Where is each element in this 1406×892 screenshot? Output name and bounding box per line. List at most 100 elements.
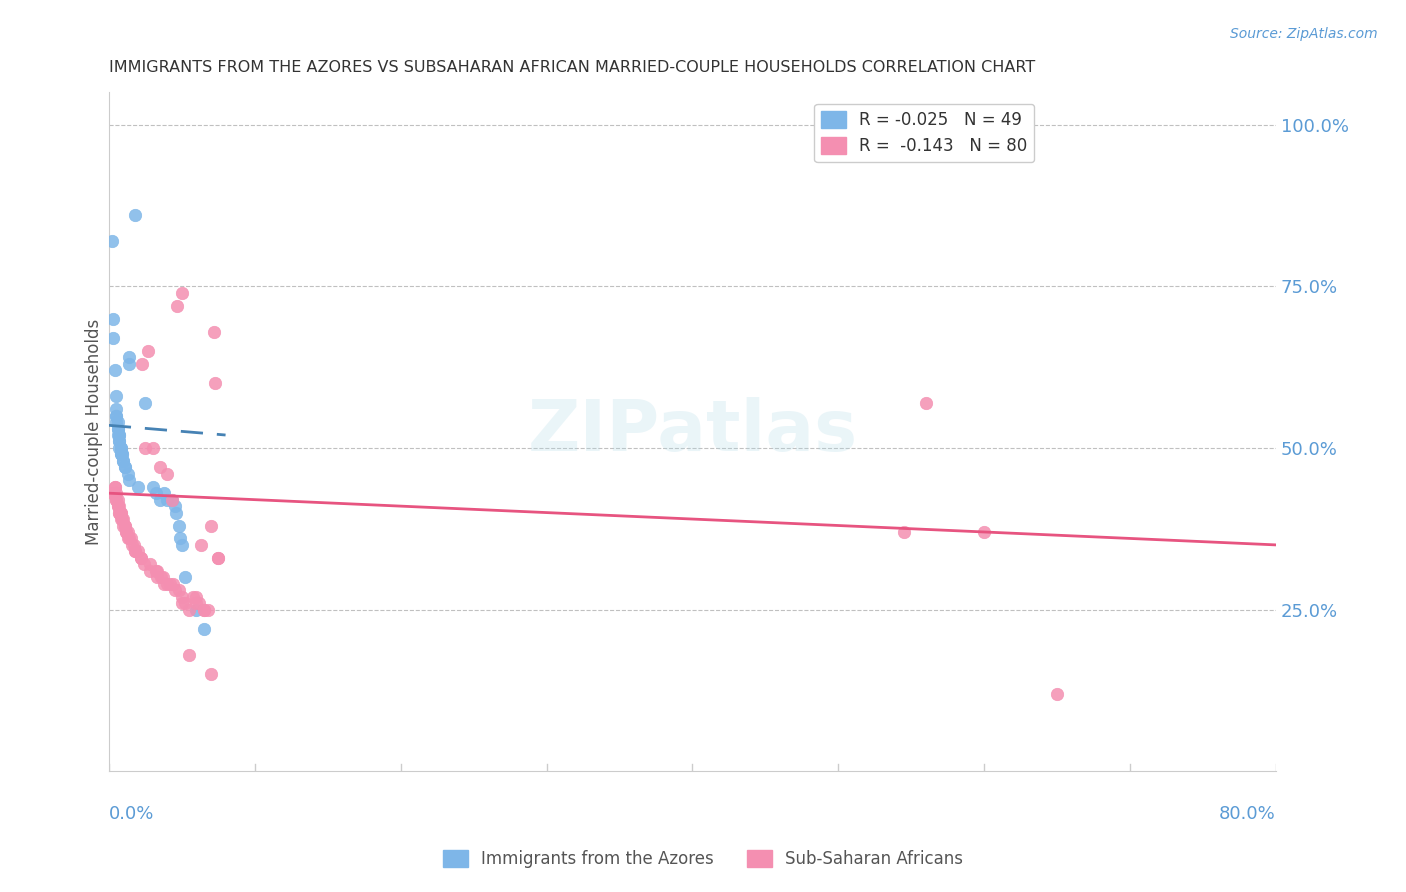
Point [114,518,136,533]
Point [105,409,128,423]
Point [105,402,128,417]
Point [105,415,128,429]
Point [104,480,127,494]
Point [207,550,229,565]
Point [105,486,128,500]
Point [186,602,208,616]
Point [153,486,176,500]
Point [146,564,169,578]
Point [111,447,134,461]
Point [202,325,225,339]
Point [110,447,132,461]
Point [183,590,205,604]
Point [112,454,135,468]
Point [108,506,131,520]
Point [105,492,128,507]
Point [111,512,134,526]
Point [105,409,128,423]
Point [156,467,179,481]
Text: 80.0%: 80.0% [1219,805,1277,823]
Point [124,544,146,558]
Point [134,441,156,455]
Point [165,506,187,520]
Point [118,532,141,546]
Point [138,558,160,572]
Point [1046,687,1069,701]
Point [207,550,229,565]
Point [107,492,129,507]
Point [200,518,222,533]
Point [186,590,208,604]
Point [134,395,156,409]
Point [162,576,184,591]
Point [108,428,131,442]
Point [110,441,132,455]
Point [160,492,183,507]
Point [110,441,132,455]
Point [127,544,149,558]
Point [100,486,122,500]
Point [204,376,226,391]
Point [110,512,132,526]
Point [146,570,169,584]
Point [170,590,193,604]
Point [167,583,190,598]
Point [104,363,127,377]
Text: IMMIGRANTS FROM THE AZORES VS SUBSAHARAN AFRICAN MARRIED-COUPLE HOUSEHOLDS CORRE: IMMIGRANTS FROM THE AZORES VS SUBSAHARAN… [108,60,1035,75]
Point [114,518,136,533]
Text: ZIPatlas: ZIPatlas [527,397,858,467]
Point [145,486,167,500]
Legend: R = -0.025   N = 49, R =  -0.143   N = 80: R = -0.025 N = 49, R = -0.143 N = 80 [814,104,1035,162]
Point [149,460,172,475]
Point [103,486,125,500]
Point [893,524,915,539]
Point [170,538,193,552]
Point [112,512,135,526]
Point [142,480,165,494]
Point [170,596,193,610]
Point [115,524,138,539]
Point [973,524,995,539]
Point [117,532,139,546]
Point [167,518,190,533]
Point [177,602,200,616]
Point [193,602,215,616]
Point [108,441,131,455]
Point [163,583,186,598]
Point [107,421,129,435]
Point [136,343,159,358]
Point [159,576,181,591]
Point [107,415,129,429]
Point [122,538,145,552]
Point [105,492,128,507]
Point [108,506,131,520]
Point [117,467,139,481]
Point [163,499,186,513]
Point [105,389,128,403]
Point [107,428,129,442]
Legend: Immigrants from the Azores, Sub-Saharan Africans: Immigrants from the Azores, Sub-Saharan … [436,843,970,875]
Point [153,576,176,591]
Point [193,622,215,636]
Point [124,544,146,558]
Point [186,596,208,610]
Y-axis label: Married-couple Households: Married-couple Households [86,318,103,545]
Point [193,602,215,616]
Point [177,648,200,662]
Point [108,434,131,449]
Point [100,234,122,248]
Point [114,460,136,475]
Point [104,480,127,494]
Point [150,570,173,584]
Point [188,596,211,610]
Point [190,538,212,552]
Point [111,447,134,461]
Point [152,570,174,584]
Point [124,208,146,222]
Point [107,421,129,435]
Point [127,480,149,494]
Point [112,518,135,533]
Point [160,492,183,507]
Point [110,506,132,520]
Point [142,441,165,455]
